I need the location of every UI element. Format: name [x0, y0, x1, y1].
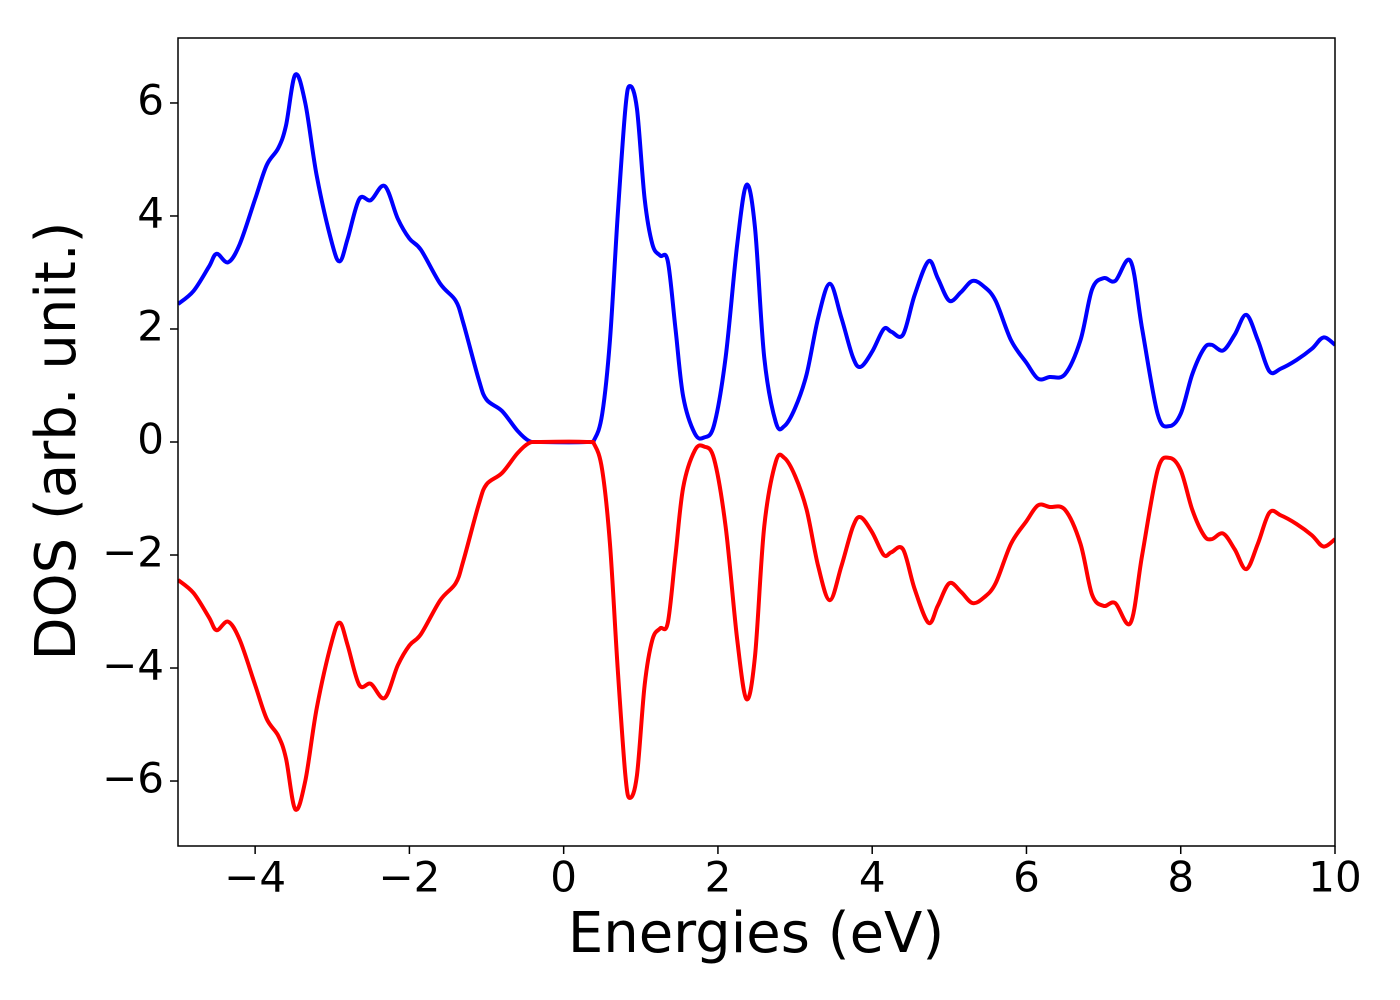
plot-frame	[177, 37, 1336, 847]
y-tick-label: −4	[102, 641, 164, 690]
x-tick-label: 8	[1167, 853, 1194, 902]
x-tick-label: 4	[859, 853, 886, 902]
x-tick-label: 0	[550, 853, 577, 902]
y-axis-label: DOS (arb. unit.)	[24, 221, 89, 660]
y-tick-label: −2	[102, 528, 164, 577]
x-tick-label: 6	[1013, 853, 1040, 902]
y-tick-label: −6	[102, 754, 164, 803]
y-tick-label: 2	[137, 301, 164, 350]
x-tick-label: 10	[1308, 853, 1361, 902]
data-line	[178, 439, 1335, 812]
x-tick-label: −4	[224, 853, 286, 902]
y-tick-label: 6	[137, 75, 164, 124]
x-tick-label: −2	[378, 853, 440, 902]
y-tick-label: 0	[137, 415, 164, 464]
data-line	[178, 72, 1335, 445]
x-axis-label: Energies (eV)	[568, 901, 944, 966]
x-tick-label: 2	[705, 853, 732, 902]
y-tick-label: 4	[137, 188, 164, 237]
